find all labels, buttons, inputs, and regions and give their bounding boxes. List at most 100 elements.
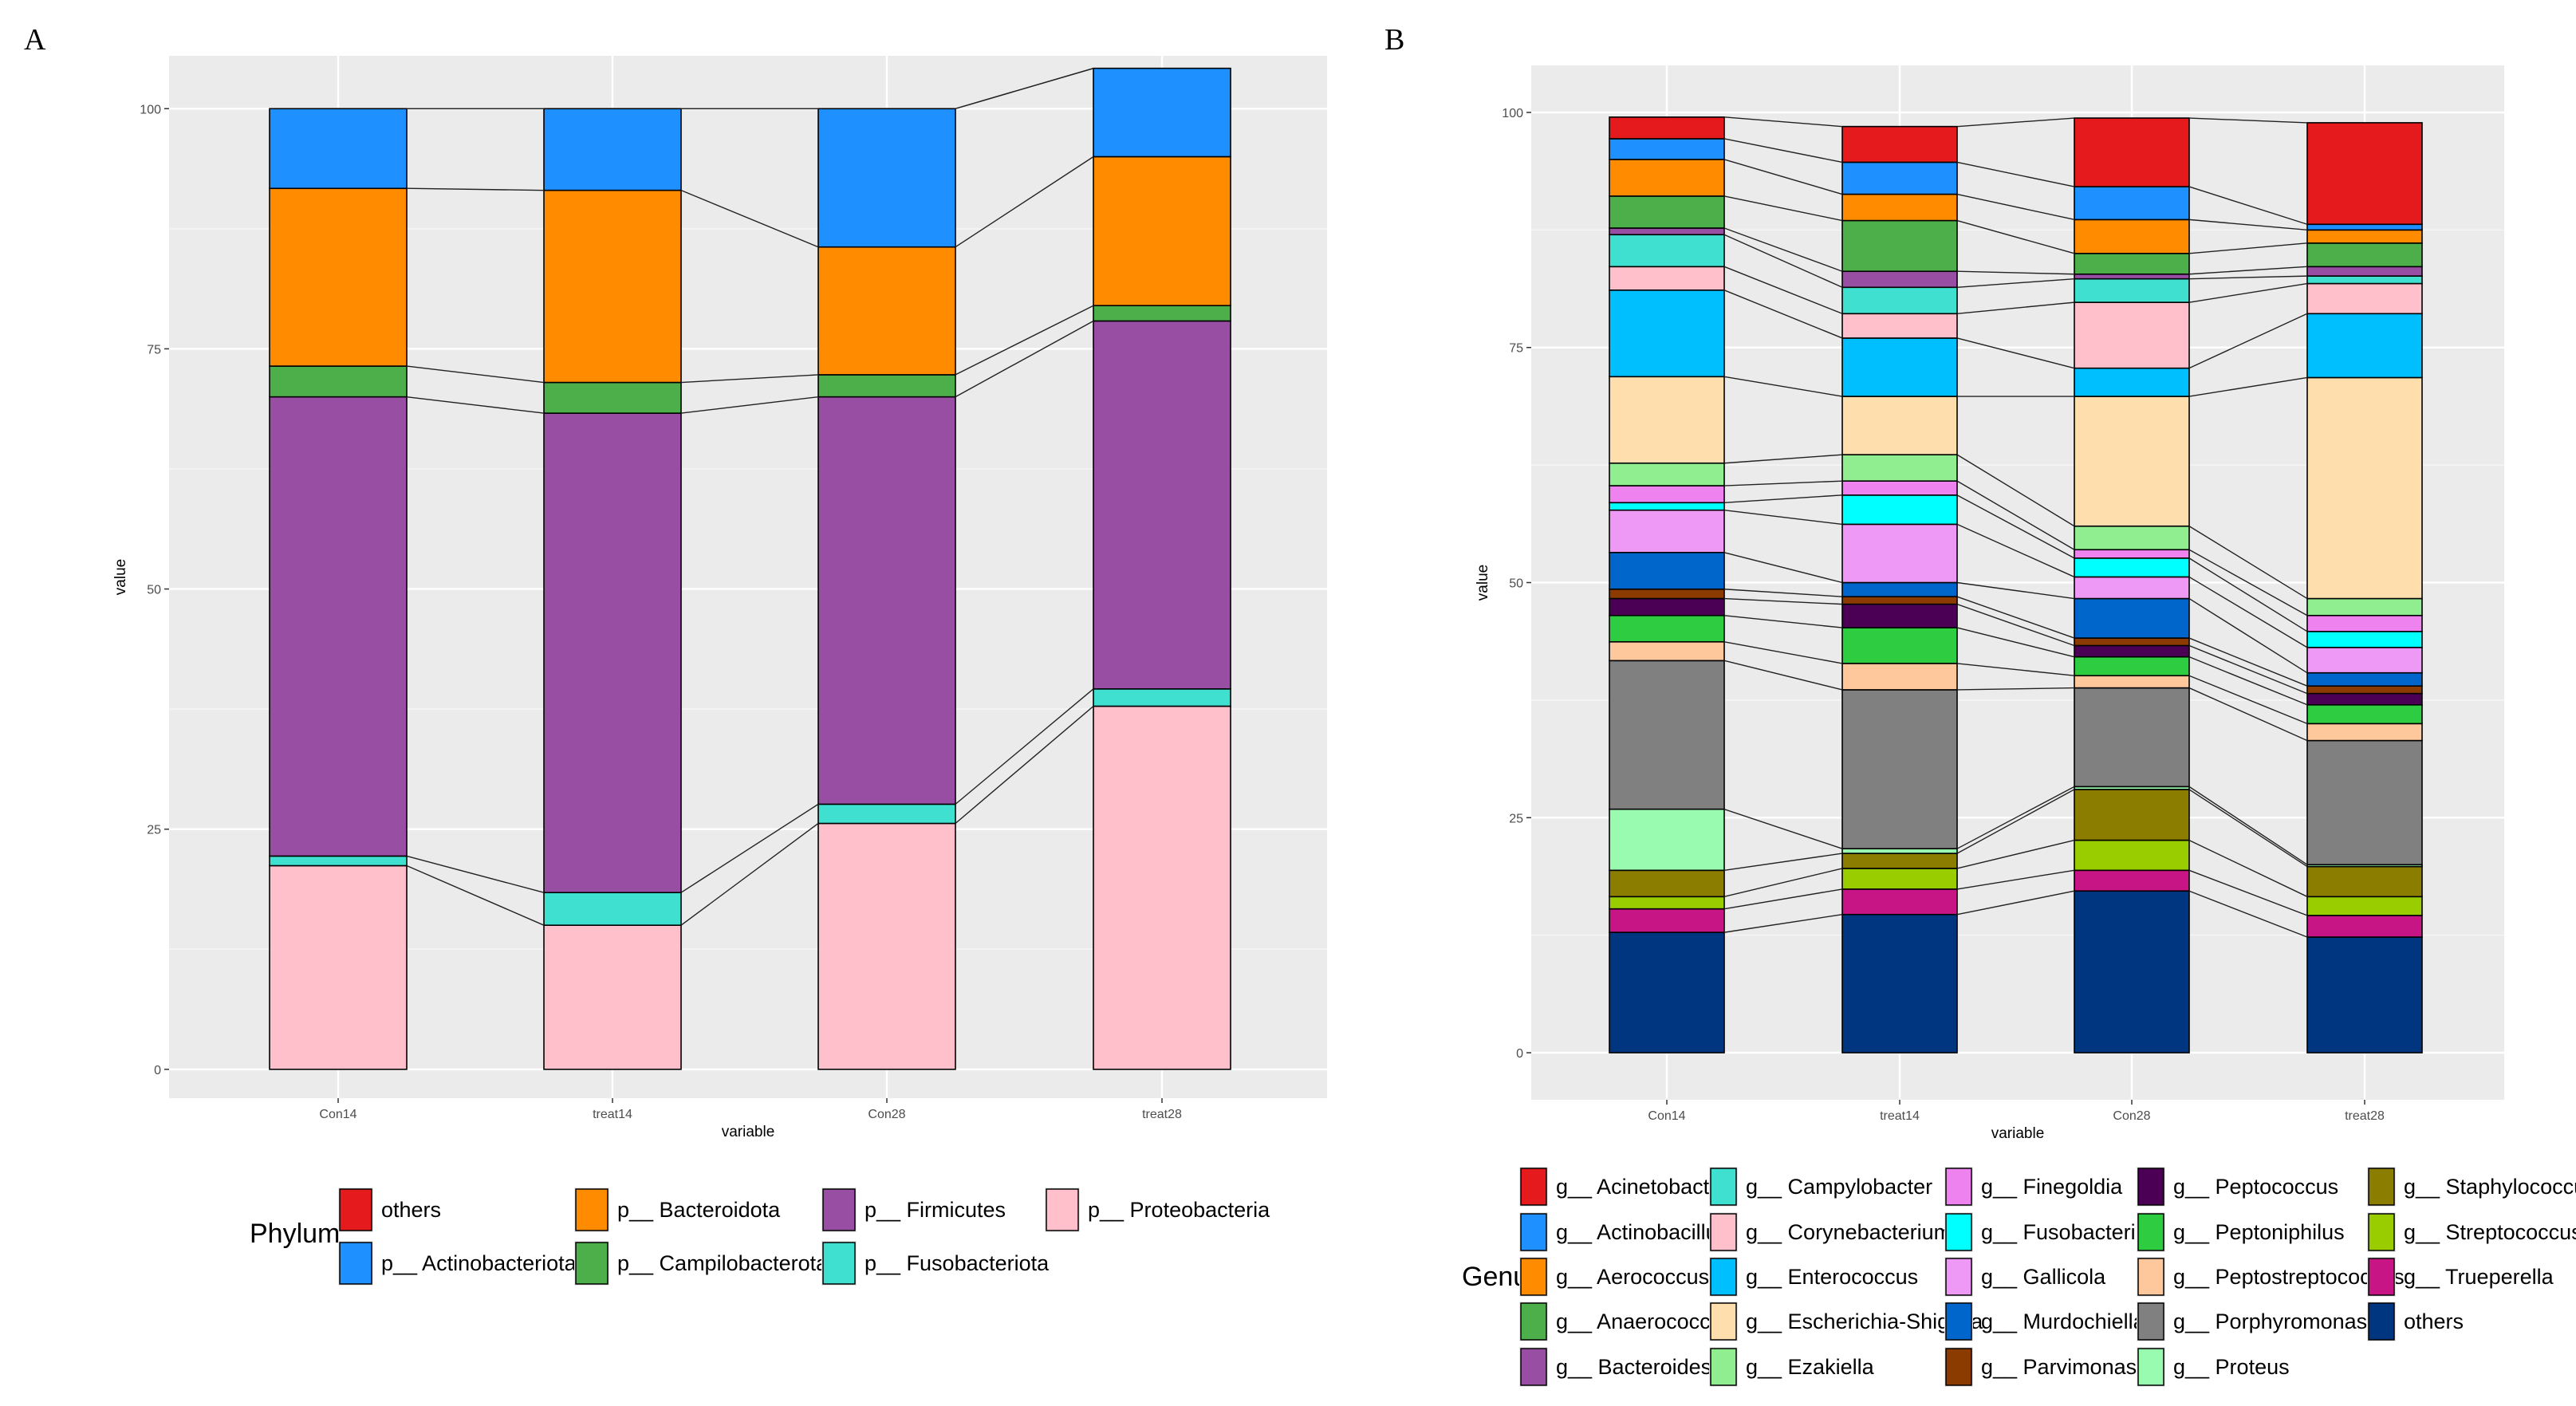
bar-segment-p-proteobacteria [269,864,408,1070]
connector-line-g-corynebacterium [2188,282,2308,303]
bar-segment-p-campilobacterota [543,381,682,414]
legend-swatch [1046,1188,1079,1231]
connector-line-others [2188,890,2308,938]
bar-segment-p-bacteroidota [543,189,682,384]
connector-line-p-firmicutes [680,396,819,414]
bar-segment-g-bacteroides [2074,273,2190,280]
bar-segment-g-aerococcus [1609,159,1725,197]
bar-segment-p-campilobacterota [817,374,956,398]
connector-line-g-staphylococcus [1956,789,2075,854]
bar-segment-others [1841,913,1958,1054]
connector-line-g-finegoldia [2188,549,2308,616]
bar-segment-p-proteobacteria [1093,705,1231,1070]
connector-line-g-campylobacter [1956,278,2075,288]
legend-swatch [1945,1348,1972,1386]
bar-segment-g-aerococcus [2306,229,2423,244]
legend-swatch [1520,1348,1547,1386]
bar-segment-g-staphylococcus [2306,865,2423,898]
bar-segment-g-anaerococcus [2074,253,2190,275]
x-tick-label: treat14 [593,1108,632,1121]
bar-segment-g-proteus [1609,808,1725,872]
bar-segment-g-peptostreptococcus [1609,640,1725,662]
legend-label: g__ Aerococcus [1556,1265,1709,1289]
bar-segment-g-peptoniphilus [2074,656,2190,677]
bar-segment-others [1609,931,1725,1054]
legend-swatch [1945,1258,1972,1296]
y-tick-label: 75 [147,343,161,356]
bar-segment-g-parvimonas [2306,685,2423,695]
legend-label: g__ Murdochiella [1981,1310,2146,1333]
bar-segment-p-campilobacterota [269,365,408,398]
bar-segment-g-murdochiella [1609,551,1725,590]
bar-segment-g-acinetobacter [1841,125,1958,163]
bar-segment-g-aerococcus [1841,193,1958,222]
y-tick-label: 100 [1502,107,1523,120]
bar-segment-p-proteobacteria [543,924,682,1070]
bar-segment-g-corynebacterium [2306,282,2423,315]
panel-a-chart: A 0 25 50 75 100 Con14 treat14 Con28 treat28 varia… [24,23,1327,1286]
bar-segment-g-bacteroides [2306,266,2423,277]
panel-b-x-axis-title: variable [1991,1125,2045,1142]
legend-item-g-murdochiella: g__ Murdochiella [1944,1302,2146,1341]
legend-label: p__ Proteobacteria [1088,1198,1270,1222]
bar-segment-g-gallicola [1609,509,1725,553]
legend-item-g-parvimonas: g__ Parvimonas [1944,1347,2137,1387]
bar-segment-p-bacteroidota [1093,156,1231,306]
bar-segment-g-murdochiella [1841,581,1958,597]
bar-segment-g-acinetobacter [2306,122,2423,226]
x-tick-label: treat28 [1142,1108,1182,1121]
connector-line-g-actinobacillus [1956,161,2075,187]
legend-label: g__ Ezakiella [1746,1355,1875,1379]
bar-segment-g-parvimonas [1609,588,1725,600]
legend-swatch [1945,1302,1972,1341]
legend-item-g-acinetobacter: g__ Acinetobacter [1519,1167,1728,1207]
bar-segment-g-campylobacter [1841,286,1958,315]
legend-label: g__ Peptoniphilus [2173,1220,2345,1244]
bar-segment-g-proteus [1841,848,1958,854]
connector-line-g-actinobacillus [1723,138,1843,163]
connector-line-g-fusobacterium [2188,557,2308,632]
bar-segment-g-anaerococcus [2306,242,2423,268]
bar-segment-p-firmicutes [269,396,408,857]
bar-segment-g-murdochiella [2074,597,2190,639]
legend-swatch [2137,1348,2164,1386]
legend-item-p-actinobacteriota: p__ Actinobacteriota [338,1241,577,1286]
legend-label: p__ Firmicutes [865,1198,1006,1222]
legend-swatch [1710,1348,1737,1386]
legend-swatch [575,1188,609,1231]
legend-label: g__ Campylobacter [1746,1175,1932,1199]
connector-line-g-actinobacillus [2188,186,2308,225]
legend-swatch [1710,1258,1737,1296]
legend-label: g__ Porphyromonas [2173,1310,2367,1333]
legend-item-g-actinobacillus: g__ Actinobacillus [1519,1212,1728,1252]
legend-swatch [1520,1302,1547,1341]
connector-line-g-trueperella [1723,888,1843,910]
legend-label: g__ Actinobacillus [1556,1220,1728,1244]
y-tick-label: 50 [147,584,161,597]
bar-segment-p-proteobacteria [817,822,956,1070]
bar-segment-p-firmicutes [817,396,956,805]
connector-line-p-fusobacteriota [680,803,819,893]
legend-label: g__ Escherichia-Shigella [1746,1310,1983,1333]
connector-line-g-parvimonas [2188,637,2308,687]
legend-item-g-corynebacterium: g__ Corynebacterium [1709,1212,1952,1252]
bar-segment-others [2074,890,2190,1054]
legend-swatch [575,1242,609,1285]
x-tick-label: treat28 [2345,1109,2385,1123]
bar-segment-g-enterococcus [1841,337,1958,397]
bar-segment-p-actinobacteriota [817,108,956,248]
bar-segment-g-corynebacterium [1841,313,1958,339]
connector-line-g-streptococcus [1723,868,1843,897]
connector-line-g-aerococcus [1956,193,2075,221]
legend-label: p__ Bacteroidota [617,1198,781,1222]
y-tick-label: 25 [147,824,161,837]
bar-segment-g-streptococcus [2306,896,2423,916]
connector-line-g-escherichia-shigella [2188,376,2308,397]
bar-segment-g-campylobacter [2074,278,2190,303]
connector-line-g-trueperella [2188,869,2308,916]
legend-item-g-ezakiella: g__ Ezakiella [1709,1347,1875,1387]
legend-swatch [2368,1258,2395,1296]
legend-swatch [2368,1302,2395,1341]
bar-segment-g-gallicola [2074,576,2190,600]
